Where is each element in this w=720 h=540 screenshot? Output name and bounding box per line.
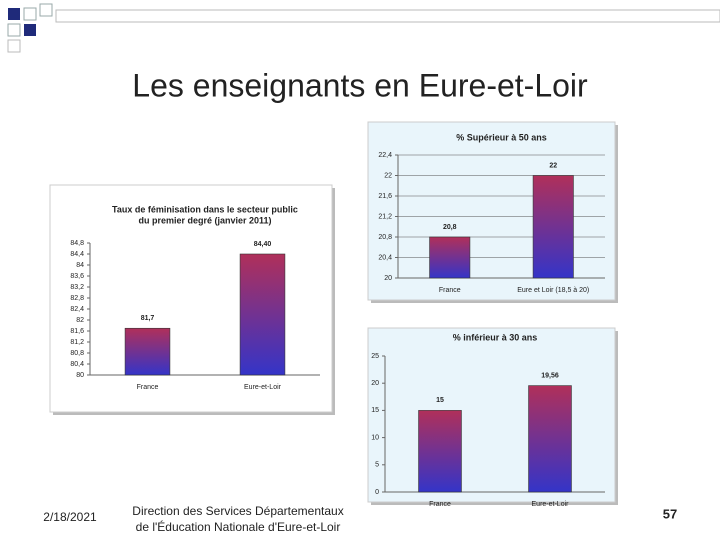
y-tick-label: 20,4	[378, 254, 392, 261]
bar	[124, 327, 171, 376]
data-label: 20,8	[443, 224, 457, 231]
footer: Direction des Services Départementaux	[132, 504, 343, 518]
x-tick-label: Eure-et-Loir	[244, 384, 282, 391]
y-tick-label: 20,8	[378, 234, 392, 241]
bar	[239, 253, 286, 376]
x-tick-label: France	[137, 384, 159, 391]
y-tick-label: 80	[76, 372, 84, 379]
data-label: 81,7	[141, 315, 155, 322]
y-tick-label: 82	[76, 317, 84, 324]
decoration	[7, 3, 720, 53]
x-tick-label: France	[429, 501, 451, 508]
y-tick-label: 81,2	[70, 339, 84, 346]
y-tick-label: 82,4	[70, 306, 84, 313]
y-tick-label: 0	[375, 489, 379, 496]
chart-area	[367, 327, 616, 503]
y-tick-label: 22	[384, 172, 392, 179]
data-label: 22	[549, 162, 557, 169]
y-tick-label: 20	[384, 275, 392, 282]
x-tick-label: Eure-et-Loir	[532, 501, 570, 508]
data-label: 19,56	[541, 372, 559, 379]
chart-title: du premier degré (janvier 2011)	[138, 215, 271, 225]
y-tick-label: 21,6	[378, 193, 392, 200]
chart-title: Taux de féminisation dans le secteur pub…	[112, 204, 298, 214]
bar	[418, 410, 462, 493]
y-tick-label: 21,2	[378, 213, 392, 220]
data-label: 84,40	[254, 241, 272, 248]
chart-title: % inférieur à 30 ans	[453, 332, 538, 342]
footer: de l'Éducation Nationale d'Eure-et-Loir	[136, 519, 341, 534]
y-tick-label: 84,4	[70, 251, 84, 258]
y-tick-label: 84,8	[70, 240, 84, 247]
y-tick-label: 80,8	[70, 350, 84, 357]
data-label: 15	[436, 397, 444, 404]
y-tick-label: 22,4	[378, 152, 392, 159]
y-tick-label: 84	[76, 262, 84, 269]
y-tick-label: 20	[371, 380, 379, 387]
y-tick-label: 10	[371, 434, 379, 441]
y-tick-label: 80,4	[70, 361, 84, 368]
slide-title: Les enseignants en Eure-et-Loir	[132, 67, 588, 103]
y-tick-label: 25	[371, 353, 379, 360]
bar	[429, 236, 471, 279]
y-tick-label: 81,6	[70, 328, 84, 335]
bar	[532, 175, 574, 279]
y-tick-label: 15	[371, 407, 379, 414]
bar	[528, 385, 572, 493]
y-tick-label: 83,6	[70, 273, 84, 280]
y-tick-label: 5	[375, 462, 379, 469]
x-tick-label: France	[439, 287, 461, 294]
y-tick-label: 82,8	[70, 295, 84, 302]
chart-area	[367, 121, 616, 301]
date: 2/18/2021	[43, 510, 97, 524]
y-tick-label: 83,2	[70, 284, 84, 291]
page-number: 57	[663, 506, 677, 521]
chart-title: % Supérieur à 50 ans	[456, 132, 547, 142]
x-tick-label: Eure et Loir (18,5 à 20)	[517, 287, 589, 294]
